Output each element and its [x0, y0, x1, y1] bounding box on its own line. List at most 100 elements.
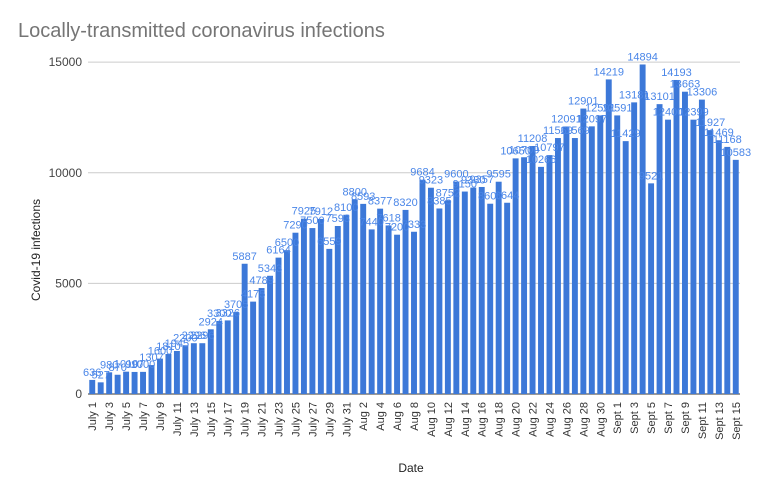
data-label: 12901 [568, 96, 599, 108]
y-tick-label: 10000 [49, 166, 83, 180]
data-label: 1810 [156, 341, 180, 353]
bar [360, 203, 367, 394]
x-tick-label: July 5 [121, 402, 133, 431]
x-tick-label: Sept 9 [680, 402, 692, 434]
x-tick-label: July 7 [138, 402, 150, 431]
data-label: 6559 [317, 236, 341, 248]
bar [182, 345, 189, 394]
data-label: 8100 [334, 202, 358, 214]
data-label: 12400 [653, 107, 684, 119]
bar [639, 64, 646, 395]
bar [207, 329, 214, 394]
bar [588, 126, 595, 394]
bar [605, 79, 612, 394]
bar [495, 181, 502, 394]
bar [326, 248, 333, 394]
data-label: 3326 [215, 307, 239, 319]
data-label: 1945 [165, 338, 189, 350]
data-label: 980 [100, 359, 118, 371]
bar [131, 371, 138, 394]
bar [300, 218, 307, 394]
data-label: 9150 [453, 179, 477, 191]
bar [571, 138, 578, 394]
bar [673, 79, 680, 395]
bar [521, 157, 528, 394]
x-tick-label: Aug 8 [409, 402, 421, 431]
data-label: 13181 [619, 89, 650, 101]
bar [597, 115, 604, 394]
data-label: 2296 [190, 330, 214, 342]
bar [334, 226, 341, 394]
data-label: 7440 [359, 216, 383, 228]
bar [631, 102, 638, 395]
bar [317, 218, 324, 394]
bar [436, 208, 443, 394]
data-label: 5887 [232, 251, 256, 263]
data-label: 1307 [139, 352, 163, 364]
data-label: 9595 [486, 169, 510, 181]
bar [351, 199, 358, 394]
data-label: 14219 [593, 66, 624, 78]
x-tick-label: July 29 [324, 402, 336, 437]
data-label: 11208 [518, 133, 548, 145]
bar [427, 187, 434, 394]
bar [453, 181, 460, 394]
x-tick-label: Aug 22 [528, 402, 540, 437]
bar [97, 382, 104, 394]
data-label: 8644 [495, 190, 519, 202]
data-label: 9330 [461, 175, 485, 187]
x-tick-label: July 9 [155, 402, 167, 431]
data-label: 4175 [241, 289, 265, 301]
data-label: 8800 [342, 186, 366, 198]
bar [622, 141, 629, 394]
data-label: 12091 [551, 113, 582, 125]
x-tick-label: Aug 14 [460, 402, 472, 437]
y-tick-label: 15000 [49, 55, 83, 69]
bar [419, 179, 426, 394]
x-tick-label: Aug 6 [392, 402, 404, 431]
bar [114, 374, 121, 394]
bar [292, 232, 299, 394]
x-tick-label: Aug 26 [561, 402, 573, 437]
bar [233, 312, 240, 394]
x-tick-label: July 25 [290, 402, 302, 437]
data-label: 8377 [368, 196, 392, 208]
bar [411, 231, 417, 394]
bar [394, 234, 401, 394]
data-label: 8320 [393, 197, 417, 209]
bar [165, 353, 172, 394]
x-tick-label: July 15 [206, 402, 218, 437]
x-tick-label: Sept 3 [629, 402, 641, 434]
data-label: 10266 [526, 154, 557, 166]
data-label: 7618 [376, 212, 400, 224]
data-label: 9521 [639, 170, 663, 182]
data-label: 527 [92, 369, 110, 381]
data-label: 1600 [148, 346, 172, 358]
data-label: 11569 [543, 125, 573, 137]
bar [665, 119, 671, 395]
x-tick-label: July 19 [240, 402, 252, 437]
bar [140, 371, 147, 394]
y-axis-title: Covid-19 infections [29, 199, 43, 301]
data-label: 12591 [602, 102, 633, 114]
data-label: 2200 [173, 332, 197, 344]
bar [724, 146, 731, 394]
data-label: 11469 [704, 127, 734, 139]
data-label: 2296 [182, 330, 206, 342]
bar [504, 202, 511, 394]
x-tick-label: Aug 2 [358, 402, 370, 431]
x-tick-label: Aug 24 [544, 402, 556, 437]
data-label: 6164 [266, 245, 290, 257]
data-label: 2924 [199, 316, 223, 328]
bar [241, 263, 248, 394]
bar [554, 138, 561, 394]
x-axis-title: Date [398, 461, 424, 475]
y-tick-label: 5000 [55, 276, 82, 290]
data-label: 997 [125, 359, 143, 371]
data-label: 3705 [224, 299, 248, 311]
bar [89, 379, 96, 394]
data-label: 9357 [469, 174, 493, 186]
data-label: 7200 [385, 222, 409, 234]
data-label: 12399 [678, 107, 709, 119]
data-label: 13663 [670, 79, 701, 91]
